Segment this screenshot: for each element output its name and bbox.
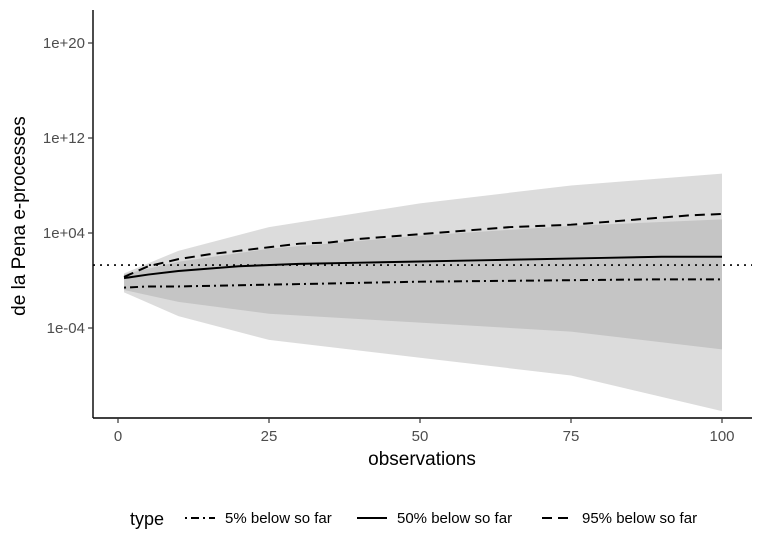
legend-label-1: 5% below so far [225, 510, 332, 527]
y-tick-label: 1e+20 [43, 35, 85, 52]
x-axis-title: observations [368, 449, 476, 470]
x-tick-label: 100 [709, 428, 734, 445]
x-ticks: 0 25 50 75 100 [114, 418, 735, 445]
series-line-1 [123, 278, 722, 289]
y-ticks: 1e-04 1e+04 1e+12 1e+20 [43, 35, 93, 337]
x-tick-label: 0 [114, 428, 122, 445]
legend: type 5% below so far 50% below so far 95% … [130, 509, 697, 529]
y-tick-label: 1e-04 [47, 320, 85, 337]
y-axis-title: de la Pena e-processes [9, 116, 30, 316]
legend-title: type [130, 509, 164, 529]
series-lines [123, 213, 723, 289]
y-tick-label: 1e+12 [43, 130, 85, 147]
axes [92, 10, 752, 419]
x-tick-label: 50 [412, 428, 429, 445]
x-tick-label: 75 [563, 428, 580, 445]
x-tick-label: 25 [261, 428, 278, 445]
legend-label-2: 50% below so far [397, 510, 512, 527]
band-area [124, 173, 723, 412]
series-line-3 [123, 213, 723, 278]
legend-label-3: 95% below so far [582, 510, 697, 527]
band-core [124, 219, 723, 350]
distribution-band [124, 173, 723, 412]
series-line-2 [123, 255, 722, 280]
y-tick-label: 1e+04 [43, 225, 85, 242]
